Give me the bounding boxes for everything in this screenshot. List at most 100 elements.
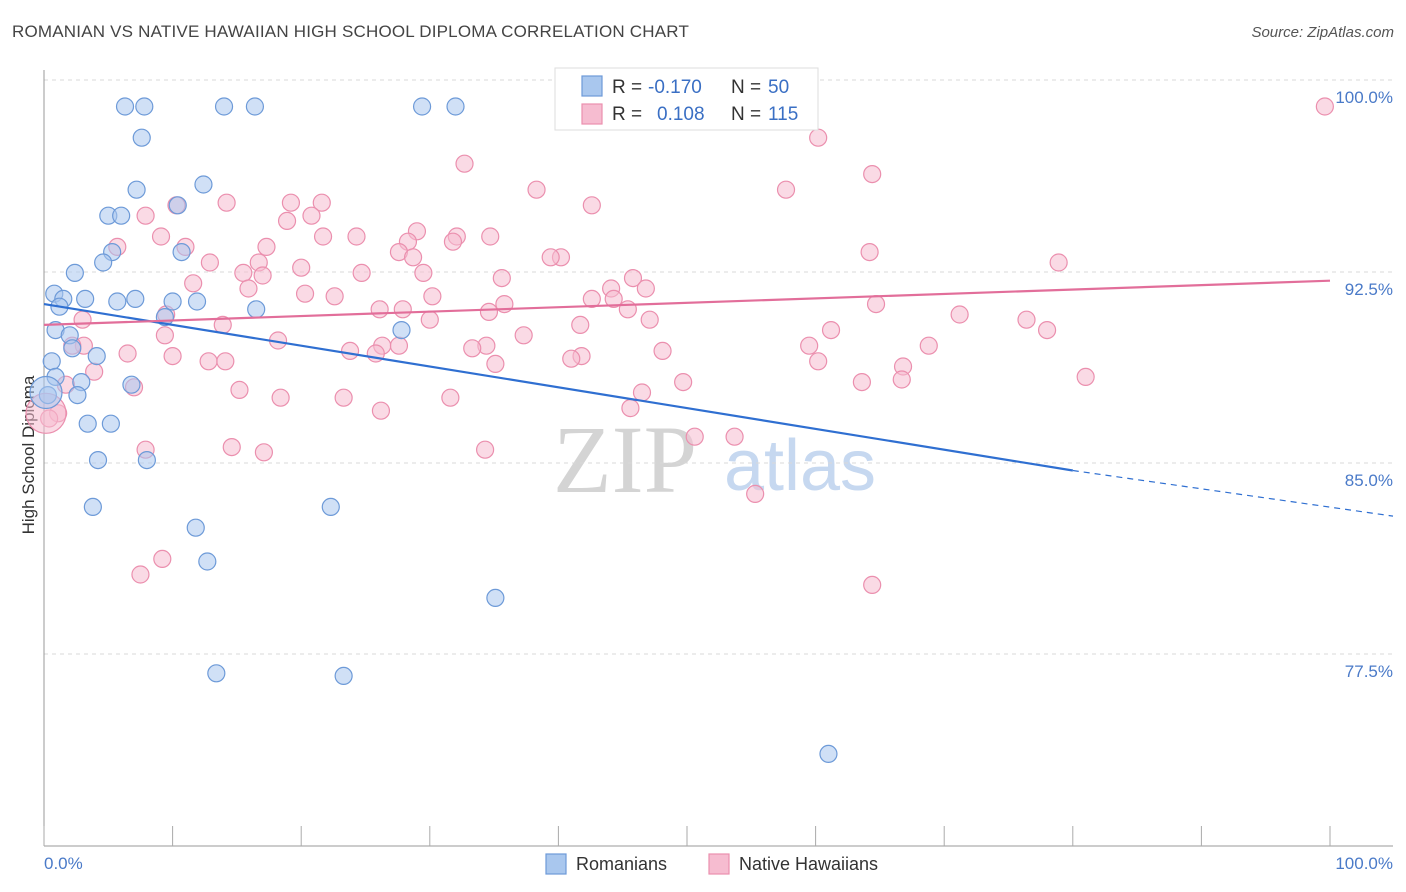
- point-native-hawaiian: [636, 279, 655, 298]
- point-native-hawaiian: [621, 399, 640, 418]
- point-romanian: [112, 206, 131, 225]
- point-native-hawaiian: [492, 269, 511, 288]
- point-romanian: [76, 289, 95, 308]
- point-romanian: [412, 97, 432, 116]
- point-native-hawaiian: [312, 193, 331, 212]
- point-native-hawaiian: [860, 243, 879, 262]
- legend-n-value-hawaiians: 115: [768, 104, 798, 125]
- trend-line-romanians-extension: [1072, 469, 1394, 517]
- point-native-hawaiian: [184, 274, 203, 293]
- point-native-hawaiian: [1076, 367, 1095, 386]
- point-native-hawaiian: [73, 310, 92, 329]
- legend-swatch-romanians: [581, 75, 603, 97]
- point-romanian: [94, 253, 113, 272]
- point-native-hawaiian: [746, 484, 765, 503]
- point-native-hawaiian: [653, 341, 672, 360]
- point-native-hawaiian: [414, 263, 433, 282]
- point-native-hawaiian: [809, 352, 828, 371]
- point-romanian: [168, 196, 187, 215]
- chart-title: ROMANIAN VS NATIVE HAWAIIAN HIGH SCHOOL …: [12, 22, 690, 41]
- point-native-hawaiian: [423, 287, 442, 306]
- point-native-hawaiian: [389, 336, 409, 355]
- point-native-hawaiian: [541, 248, 560, 267]
- point-native-hawaiian: [514, 326, 533, 345]
- point-romanian: [187, 292, 207, 311]
- point-native-hawaiian: [131, 565, 150, 584]
- point-native-hawaiian: [334, 388, 353, 407]
- x-tick-label-max: 100.0%: [1335, 854, 1393, 873]
- point-native-hawaiian: [254, 443, 274, 462]
- point-native-hawaiian: [604, 289, 623, 308]
- point-native-hawaiian: [295, 284, 315, 303]
- point-native-hawaiian: [640, 310, 659, 329]
- point-native-hawaiian: [1037, 321, 1057, 340]
- point-romanian: [132, 128, 151, 147]
- series-legend-swatch-hawaiians: [708, 853, 730, 875]
- series-legend-label-hawaiians: Native Hawaiians: [739, 854, 878, 874]
- point-native-hawaiian: [674, 373, 693, 392]
- point-native-hawaiian: [325, 287, 344, 306]
- legend-r-value-romanians: -0.170: [648, 77, 702, 98]
- point-romanian: [78, 414, 97, 433]
- point-romanian: [172, 243, 191, 262]
- point-romanian: [163, 292, 182, 311]
- trend-lines: [43, 279, 1394, 517]
- point-romanian: [88, 451, 108, 470]
- point-romanian: [87, 347, 106, 366]
- source-label: Source: ZipAtlas.com: [1251, 24, 1394, 41]
- point-native-hawaiian: [234, 263, 253, 282]
- point-native-hawaiian: [230, 380, 249, 399]
- point-native-hawaiian: [1049, 253, 1068, 272]
- y-axis-tick-labels: 100.0% 92.5% 85.0% 77.5%: [1335, 88, 1393, 681]
- point-romanian: [137, 451, 156, 470]
- point-native-hawaiian: [582, 196, 601, 215]
- point-native-hawaiian: [1017, 310, 1036, 329]
- point-native-hawaiian: [370, 300, 389, 319]
- point-native-hawaiian: [582, 289, 601, 308]
- point-native-hawaiian: [313, 227, 333, 246]
- legend-r-label-romanians: R =: [612, 77, 642, 98]
- point-romanian: [186, 518, 205, 537]
- y-tick-label: 92.5%: [1345, 280, 1393, 299]
- legend-r-label-hawaiians: R =: [612, 104, 642, 125]
- legend-n-label-romanians: N =: [731, 77, 761, 98]
- point-native-hawaiian: [475, 440, 495, 459]
- point-native-hawaiian: [481, 227, 500, 246]
- point-native-hawaiian: [340, 341, 360, 360]
- point-romanian: [65, 263, 84, 282]
- point-native-hawaiian: [217, 193, 236, 212]
- point-romanian: [194, 175, 213, 194]
- point-romanian: [446, 97, 465, 116]
- point-native-hawaiian: [463, 339, 482, 358]
- point-native-hawaiian: [562, 349, 581, 368]
- legend-r-value-hawaiians: 0.108: [657, 104, 705, 125]
- series-legend: Romanians Native Hawaiians: [545, 853, 878, 875]
- trend-line-romanians: [43, 303, 1073, 472]
- series-legend-swatch-romanians: [545, 853, 567, 875]
- point-native-hawaiian: [239, 279, 258, 298]
- point-native-hawaiian: [809, 128, 828, 147]
- point-romanian: [214, 97, 234, 116]
- point-native-hawaiian: [371, 401, 391, 420]
- y-tick-label: 77.5%: [1345, 662, 1393, 681]
- point-native-hawaiian: [281, 193, 301, 212]
- point-romanian: [122, 375, 141, 394]
- point-romanian: [42, 352, 61, 371]
- point-native-hawaiian: [685, 427, 704, 446]
- point-native-hawaiian: [222, 438, 241, 457]
- point-native-hawaiian: [852, 373, 871, 392]
- point-native-hawaiian: [302, 206, 321, 225]
- series-legend-label-romanians: Romanians: [576, 854, 667, 874]
- point-native-hawaiian: [1315, 97, 1334, 116]
- legend-n-label-hawaiians: N =: [731, 104, 761, 125]
- point-native-hawaiian: [950, 305, 969, 324]
- point-native-hawaiian: [821, 321, 841, 340]
- point-native-hawaiian: [347, 227, 366, 246]
- point-romanian-cluster: [29, 375, 63, 410]
- watermark-zip: ZIP: [553, 406, 697, 513]
- point-native-hawaiian: [455, 154, 474, 173]
- point-romanian: [126, 289, 145, 308]
- point-native-hawaiian: [216, 352, 235, 371]
- point-romanian: [819, 744, 838, 764]
- point-native-hawaiian: [571, 315, 590, 334]
